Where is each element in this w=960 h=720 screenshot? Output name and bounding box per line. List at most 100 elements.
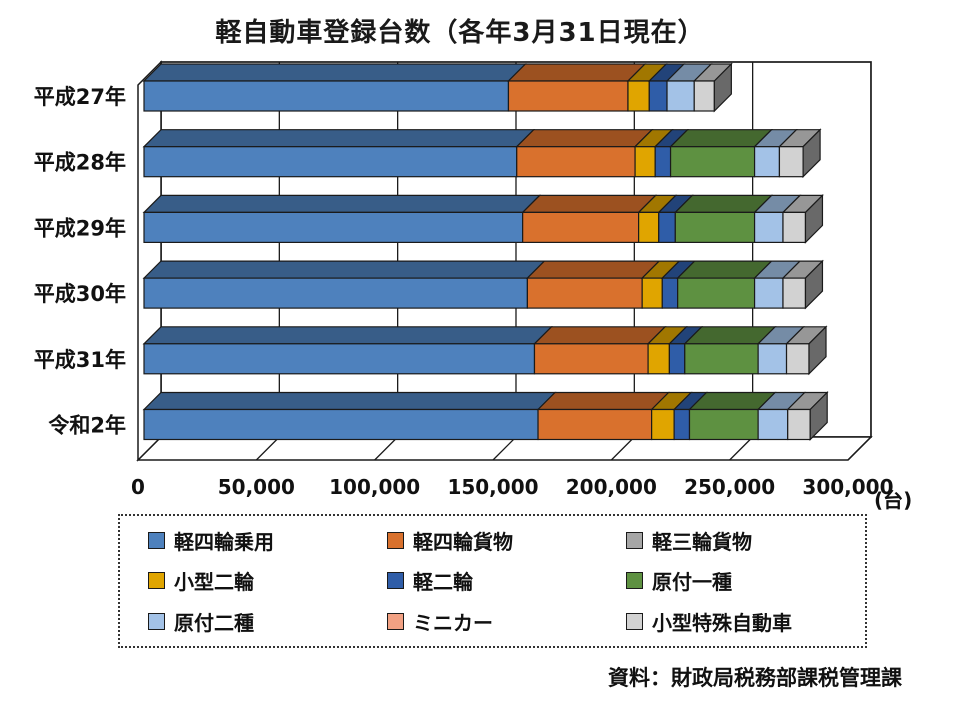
chart-title: 軽自動車登録台数（各年3月31日現在） bbox=[215, 18, 705, 48]
bar-segment bbox=[522, 211, 640, 243]
bar-group-令和2年 bbox=[142, 391, 829, 441]
bar-segment bbox=[651, 408, 675, 441]
bar-segment bbox=[753, 211, 784, 243]
bar-segment-top bbox=[142, 194, 542, 213]
bar-segment bbox=[668, 343, 686, 375]
x-axis-tick-label: 250,000 bbox=[684, 475, 775, 499]
bar-segment bbox=[627, 80, 650, 112]
floor-tick bbox=[492, 436, 517, 461]
bar-segment bbox=[757, 343, 788, 375]
legend-label: 原付二種 bbox=[174, 611, 254, 636]
bar-end-cap bbox=[804, 259, 824, 310]
bar-segment bbox=[143, 80, 510, 112]
legend-swatch bbox=[626, 531, 643, 549]
legend-label: 小型二輪 bbox=[174, 570, 254, 595]
y-axis-label: 令和2年 bbox=[48, 414, 126, 438]
bar-segment bbox=[634, 146, 656, 178]
legend-item: ミニカー bbox=[387, 607, 626, 636]
legend-label: 小型特殊自動車 bbox=[652, 611, 792, 636]
bar-segment bbox=[677, 277, 756, 309]
bar-segment bbox=[753, 277, 784, 309]
bar-segment bbox=[533, 343, 649, 375]
legend-item: 軽三輪貨物 bbox=[626, 526, 865, 555]
bar-segment bbox=[787, 408, 811, 441]
bar-segment-top bbox=[142, 391, 557, 411]
bar-end-cap bbox=[713, 62, 732, 113]
bar-segment bbox=[684, 343, 759, 375]
x-axis-tick-label: 200,000 bbox=[566, 475, 657, 499]
floor-tick bbox=[847, 436, 872, 461]
bar-segment bbox=[641, 277, 663, 309]
bar-segment bbox=[688, 408, 759, 441]
bar-end-cap bbox=[809, 391, 828, 441]
bar-end-cap bbox=[804, 193, 824, 244]
legend-label: 原付一種 bbox=[652, 570, 732, 595]
bar-segment bbox=[658, 211, 676, 243]
legend-label: 軽三輪貨物 bbox=[652, 529, 752, 554]
y-axis-label: 平成27年 bbox=[34, 85, 126, 109]
bar-segment bbox=[647, 343, 670, 375]
legend-swatch bbox=[148, 531, 165, 549]
bar-segment-top bbox=[515, 129, 654, 148]
legend-item: 軽四輪乗用 bbox=[148, 526, 387, 555]
bar-end-cap bbox=[808, 325, 827, 376]
axis-unit-label: (台) bbox=[874, 488, 912, 512]
bar-segment bbox=[753, 146, 781, 178]
bar-segment bbox=[778, 146, 804, 178]
bar-group-平成31年 bbox=[142, 325, 828, 376]
y-axis-label: 平成30年 bbox=[34, 282, 126, 306]
bar-segment bbox=[782, 277, 807, 309]
bar-group-平成28年 bbox=[142, 128, 822, 179]
y-axis-label: 平成29年 bbox=[34, 216, 126, 240]
bar-segment bbox=[669, 146, 756, 178]
y-axis-label: 平成28年 bbox=[34, 151, 126, 175]
bar-segment-top bbox=[507, 63, 647, 82]
bar-segment bbox=[654, 146, 672, 178]
legend-label: 軽四輪貨物 bbox=[413, 529, 513, 554]
bar-segment-top bbox=[521, 194, 658, 213]
legend-swatch bbox=[148, 613, 165, 631]
bar-segment bbox=[507, 80, 629, 112]
bar-segment bbox=[516, 146, 636, 178]
bar-segment bbox=[143, 343, 536, 375]
bar-segment bbox=[674, 211, 756, 243]
bar-segment bbox=[661, 277, 679, 309]
bar-segment-top bbox=[142, 326, 553, 345]
legend-label: 軽四輪乗用 bbox=[174, 529, 274, 554]
bar-group-平成30年 bbox=[142, 259, 824, 310]
bar-segment bbox=[785, 343, 810, 375]
legend-item: 小型二輪 bbox=[148, 566, 387, 595]
bar-segment bbox=[526, 277, 643, 309]
bar-segment bbox=[537, 408, 653, 441]
bar-segment bbox=[666, 80, 695, 112]
bar-group-平成27年 bbox=[142, 62, 733, 113]
x-axis-tick-label: 50,000 bbox=[218, 475, 295, 499]
bar-segment bbox=[648, 80, 668, 112]
source-note: 資料：財政局税務部課税管理課 bbox=[608, 666, 902, 690]
bar-segment-top bbox=[536, 391, 671, 411]
y-axis-label: 平成31年 bbox=[34, 348, 126, 372]
bar-segment bbox=[143, 277, 528, 309]
legend-item: 小型特殊自動車 bbox=[626, 607, 865, 636]
legend-label: ミニカー bbox=[413, 611, 493, 636]
floor-tick bbox=[255, 436, 280, 461]
bar-group-平成29年 bbox=[142, 193, 824, 244]
legend-item: 軽二輪 bbox=[387, 566, 626, 595]
floor-tick bbox=[374, 436, 399, 461]
legend-item: 原付一種 bbox=[626, 566, 865, 595]
legend-swatch bbox=[387, 572, 404, 590]
x-axis-tick-label: 150,000 bbox=[447, 475, 538, 499]
bar-segment bbox=[143, 408, 539, 441]
x-axis-tick-label: 300,000 bbox=[802, 475, 893, 499]
bar-segment-top bbox=[142, 260, 546, 279]
bar-segment bbox=[143, 146, 518, 178]
floor-tick bbox=[610, 436, 635, 461]
bar-segment-top bbox=[142, 63, 527, 82]
bar-segment bbox=[638, 211, 660, 243]
bar-segment-top bbox=[533, 326, 667, 345]
bar-segment bbox=[143, 211, 524, 243]
bar-segment bbox=[782, 211, 807, 243]
legend: 軽四輪乗用 軽四輪貨物 軽三輪貨物小型二輪 軽二輪 原付一種原付二種 ミニカー 小型特殊自動… bbox=[118, 514, 867, 648]
